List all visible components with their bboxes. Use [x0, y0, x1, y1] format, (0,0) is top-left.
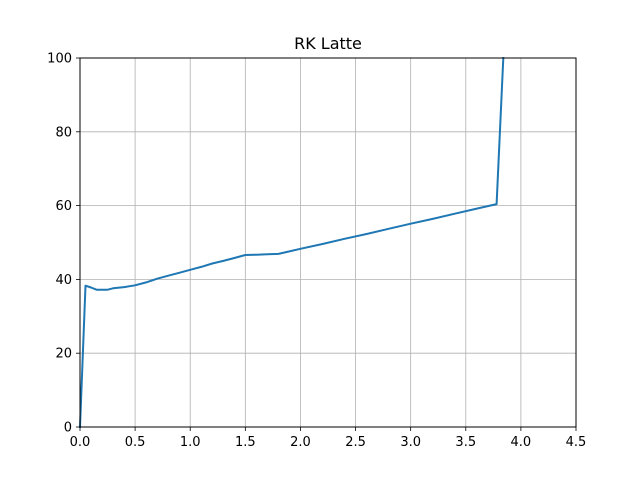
x-tick-label: 2.5	[345, 435, 366, 450]
y-tick-label: 100	[47, 52, 72, 67]
x-tick-label: 1.5	[235, 435, 256, 450]
x-tick-label: 2.0	[290, 435, 311, 450]
y-tick-label: 40	[55, 273, 72, 288]
x-tick-label: 3.0	[400, 435, 421, 450]
chart-title: RK Latte	[294, 34, 362, 53]
x-tick-label: 0.0	[70, 435, 91, 450]
y-axis: 0 20 40 60 80 100	[47, 52, 80, 436]
series-line-0	[78, 56, 505, 429]
x-tick-label: 1.0	[180, 435, 201, 450]
series-layer	[78, 56, 505, 429]
y-tick-label: 20	[55, 347, 72, 362]
y-tick-label: 80	[55, 125, 72, 140]
y-tick-label: 60	[55, 199, 72, 214]
x-tick-label: 4.0	[511, 435, 532, 450]
y-tick-label: 0	[64, 421, 72, 436]
x-tick-label: 3.5	[455, 435, 476, 450]
plot-frame	[79, 57, 577, 428]
x-tick-label: 0.5	[125, 435, 146, 450]
x-axis: 0.0 0.5 1.0 1.5 2.0 2.5 3.0 3.5 4.0 4.5	[70, 427, 587, 450]
x-tick-label: 4.5	[566, 435, 587, 450]
